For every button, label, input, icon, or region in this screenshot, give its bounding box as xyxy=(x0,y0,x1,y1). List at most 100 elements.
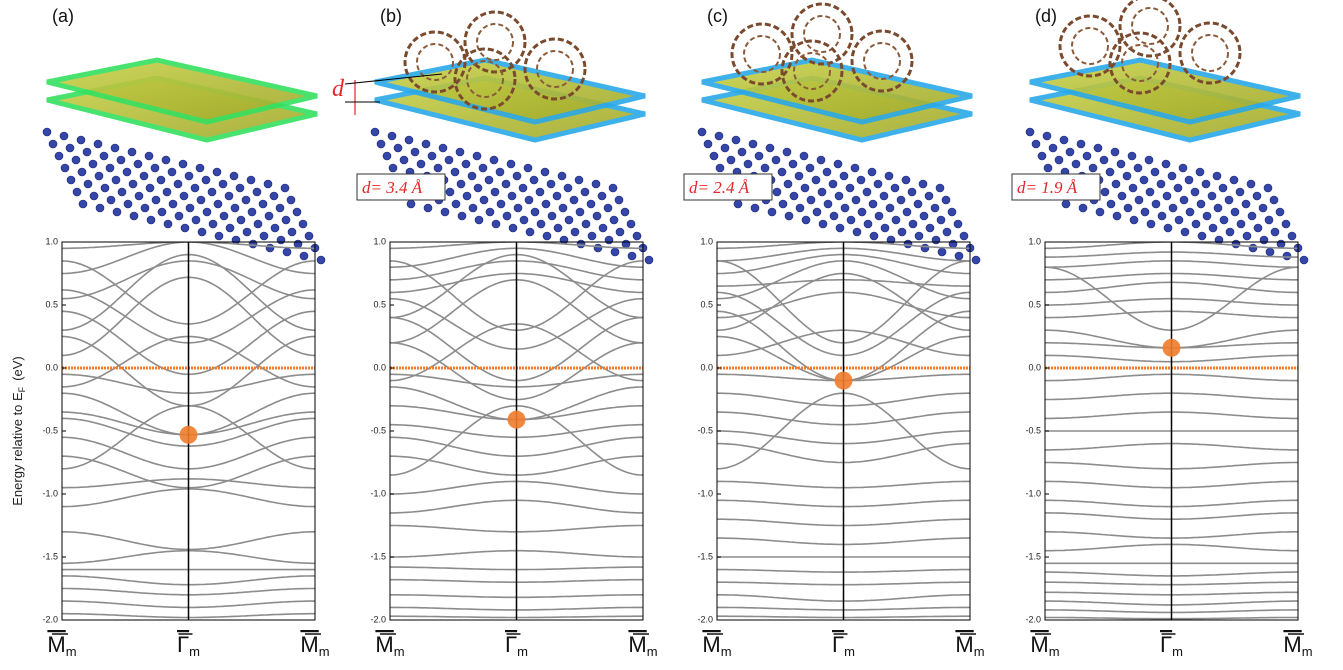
atom xyxy=(1179,195,1189,205)
atom xyxy=(1265,247,1275,257)
atom xyxy=(248,239,258,249)
slab xyxy=(46,57,318,125)
atom xyxy=(541,199,551,209)
atom xyxy=(518,183,528,193)
atom xyxy=(948,239,958,249)
atom xyxy=(519,215,529,225)
atom xyxy=(116,155,126,165)
atom xyxy=(839,171,849,181)
atom xyxy=(924,191,934,201)
atom xyxy=(139,171,149,181)
fullerene xyxy=(1058,14,1122,78)
atom xyxy=(258,199,268,209)
fullerene xyxy=(476,23,514,61)
atom xyxy=(404,135,414,145)
atom xyxy=(1129,215,1139,225)
atom xyxy=(828,179,838,189)
atom xyxy=(406,199,416,209)
atom xyxy=(54,151,64,161)
atom xyxy=(816,155,826,165)
atom xyxy=(822,167,832,177)
atom xyxy=(264,211,274,221)
label-box xyxy=(683,173,773,201)
atom xyxy=(715,163,725,173)
atom xyxy=(908,219,918,229)
atom xyxy=(1259,235,1269,245)
fullerene xyxy=(403,30,467,94)
atom xyxy=(1247,211,1257,221)
atom xyxy=(218,179,228,189)
atom xyxy=(229,171,239,181)
atom xyxy=(1225,227,1235,237)
atom xyxy=(1116,159,1126,169)
atom xyxy=(196,195,206,205)
y-tick-label: -1.0 xyxy=(697,488,713,498)
atom xyxy=(1275,207,1285,217)
distance-label: d= 3.4 Å xyxy=(362,178,423,197)
atom xyxy=(891,215,901,225)
atom xyxy=(760,163,770,173)
atom xyxy=(501,179,511,189)
atom xyxy=(789,191,799,201)
atom xyxy=(902,207,912,217)
atom xyxy=(246,175,256,185)
atom xyxy=(714,131,724,141)
atom xyxy=(918,179,928,189)
y-tick-label: -2.0 xyxy=(697,614,713,624)
atom xyxy=(936,215,946,225)
y-tick-label: -1.5 xyxy=(1025,551,1041,561)
atom xyxy=(609,215,619,225)
atom xyxy=(270,223,280,233)
atom xyxy=(914,231,924,241)
atom xyxy=(485,207,495,217)
atom xyxy=(750,203,760,213)
atom xyxy=(530,207,540,217)
atom xyxy=(850,163,860,173)
atom xyxy=(897,227,907,237)
x-tick-label: Mm xyxy=(375,632,404,659)
atom xyxy=(885,203,895,213)
fullerene xyxy=(780,39,844,103)
atom xyxy=(484,175,494,185)
atom xyxy=(275,203,285,213)
atom xyxy=(293,239,303,249)
atom xyxy=(1231,239,1241,249)
atom xyxy=(1110,147,1120,157)
y-tick-label: 1.0 xyxy=(1028,236,1041,246)
atom xyxy=(879,191,889,201)
atom xyxy=(219,211,229,221)
atom xyxy=(180,223,190,233)
atom xyxy=(620,207,630,217)
atom xyxy=(490,187,500,197)
y-tick-label: -2.0 xyxy=(370,614,386,624)
atom xyxy=(150,163,160,173)
atom xyxy=(212,167,222,177)
atom xyxy=(506,159,516,169)
atom xyxy=(1281,219,1291,229)
atom xyxy=(387,131,397,141)
band xyxy=(62,242,315,275)
atom xyxy=(1208,223,1218,233)
atom xyxy=(1117,191,1127,201)
atom xyxy=(513,203,523,213)
atom xyxy=(935,183,945,193)
atom xyxy=(1122,171,1132,181)
atom xyxy=(552,191,562,201)
x-tick-label: Γm xyxy=(177,632,200,659)
atom xyxy=(1190,187,1200,197)
atom xyxy=(93,139,103,149)
band xyxy=(717,242,970,250)
atom xyxy=(1059,135,1069,145)
atom xyxy=(438,143,448,153)
atom xyxy=(901,175,911,185)
atom xyxy=(474,215,484,225)
atom xyxy=(151,195,161,205)
atom xyxy=(920,243,930,253)
x-tick-main: M xyxy=(1030,632,1048,657)
atom xyxy=(896,195,906,205)
atom xyxy=(83,179,93,189)
atom xyxy=(280,183,290,193)
panel-label: (d) xyxy=(1035,6,1057,26)
fullerene xyxy=(1191,34,1229,72)
